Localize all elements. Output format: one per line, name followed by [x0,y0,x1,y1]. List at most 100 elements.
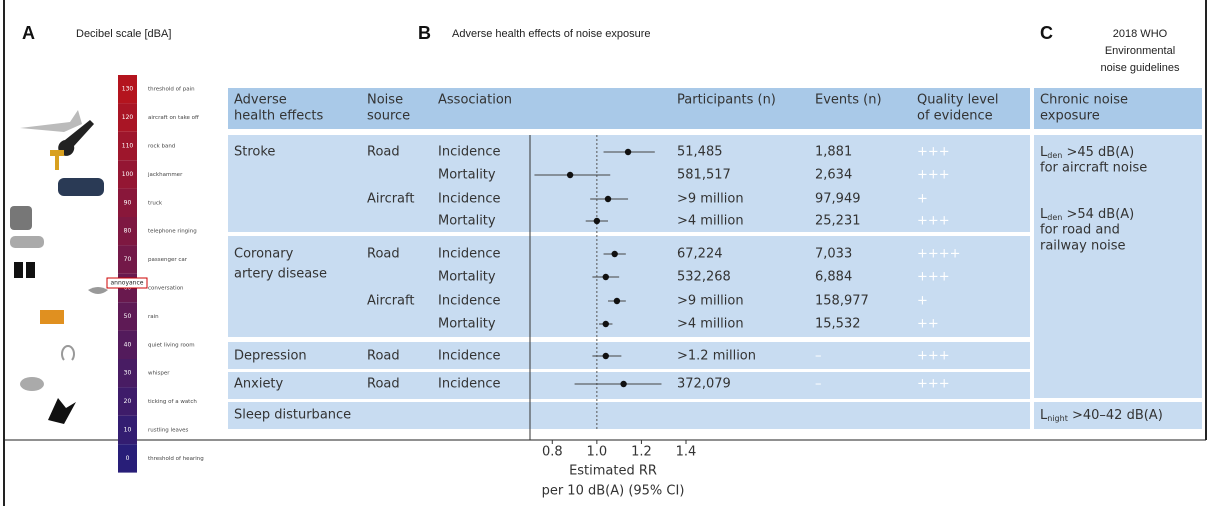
x-axis-label: Estimated RR [569,464,657,479]
column-header: Association [438,93,512,108]
db-value: 70 [124,256,132,263]
estimate [594,218,600,224]
estimate [567,172,573,178]
panel-title: Environmental [1105,45,1175,57]
db-value: 110 [122,143,134,150]
annotation: annoyance [111,280,144,287]
effect: Sleep disturbance [234,408,351,423]
source: Road [367,247,400,262]
db-label: threshold of pain [148,87,195,93]
x-tick-label: 1.4 [676,445,697,460]
column-header: health effects [234,109,323,124]
db-value: 10 [124,427,132,434]
effect: Coronary [234,247,294,262]
column-header: Adverse [234,93,287,108]
association: Mortality [438,168,496,183]
quality: ++++ [917,247,961,262]
db-label: telephone ringing [148,229,197,235]
estimate [625,149,631,155]
participants: 532,268 [677,270,731,285]
panel-title: noise guidelines [1101,62,1180,74]
estimate [605,196,611,202]
quality: ++ [917,317,939,332]
guideline-text: >54 dB(A) [1062,207,1134,222]
db-value: 30 [124,370,132,377]
panel-title: Decibel scale [dBA] [76,28,171,40]
db-value: 130 [122,86,134,93]
association: Incidence [438,377,500,392]
source: Road [367,145,400,160]
quality: + [917,294,928,309]
db-value: 20 [124,398,132,405]
db-label: whisper [148,371,170,377]
column-header: Events (n) [815,93,882,108]
db-label: jackhammer [147,172,183,178]
quality: + [917,192,928,207]
db-value: 120 [122,114,134,121]
subscript: den [1047,213,1062,222]
db-label: conversation [148,286,184,292]
participants: >4 million [677,317,744,332]
figure: A Decibel scale [dBA] B Adverse health e… [0,0,1210,506]
effect: Anxiety [234,377,284,392]
participants: >9 million [677,192,744,207]
panel-letter: B [418,23,431,43]
db-label: truck [148,200,163,206]
events: 97,949 [815,192,861,207]
events: 158,977 [815,294,869,309]
guideline: railway noise [1040,239,1126,254]
association: Incidence [438,145,500,160]
db-label: threshold of hearing [148,456,204,462]
estimate [603,353,609,359]
effect: artery disease [234,267,327,282]
db-label: aircraft on take off [148,115,199,121]
db-label: rain [148,314,159,320]
estimate [620,381,626,387]
events: 6,884 [815,270,852,285]
association: Mortality [438,317,496,332]
estimate [603,321,609,327]
guideline: for aircraft noise [1040,161,1147,176]
panel-title: 2018 WHO [1113,28,1168,40]
estimate [614,298,620,304]
participants: >1.2 million [677,349,756,364]
db-label: rock band [148,144,175,150]
effect: Depression [234,349,307,364]
events: 2,634 [815,168,852,183]
events: 15,532 [815,317,861,332]
subscript: night [1047,414,1068,423]
column-header: Noise [367,93,403,108]
header-bg [228,88,1030,129]
row-bg [228,342,1030,369]
db-value: 100 [122,171,134,178]
association: Incidence [438,192,500,207]
association: Incidence [438,349,500,364]
db-label: rustling leaves [148,428,188,434]
x-tick-label: 1.2 [631,445,652,460]
guideline: for road and [1040,223,1120,238]
association: Incidence [438,247,500,262]
row-bg [228,372,1030,399]
subscript: den [1047,151,1062,160]
events: 7,033 [815,247,852,262]
quality: +++ [917,214,950,229]
column-header: source [367,109,410,124]
db-value: 80 [124,228,132,235]
quality: +++ [917,168,950,183]
participants: >4 million [677,214,744,229]
quality: +++ [917,377,950,392]
x-axis-label: per 10 dB(A) (95% CI) [542,484,685,499]
effect: Stroke [234,145,275,160]
quality: +++ [917,145,950,160]
icons [10,110,108,424]
column-header: Chronic noise [1040,93,1128,108]
panel-letter: A [22,23,35,43]
db-value: 40 [124,341,132,348]
column-header: exposure [1040,109,1100,124]
x-tick-label: 0.8 [542,445,563,460]
db-value: 50 [124,313,132,320]
db-value: 90 [124,199,132,206]
quality: +++ [917,349,950,364]
db-label: passenger car [148,257,188,263]
source: Aircraft [367,294,414,309]
